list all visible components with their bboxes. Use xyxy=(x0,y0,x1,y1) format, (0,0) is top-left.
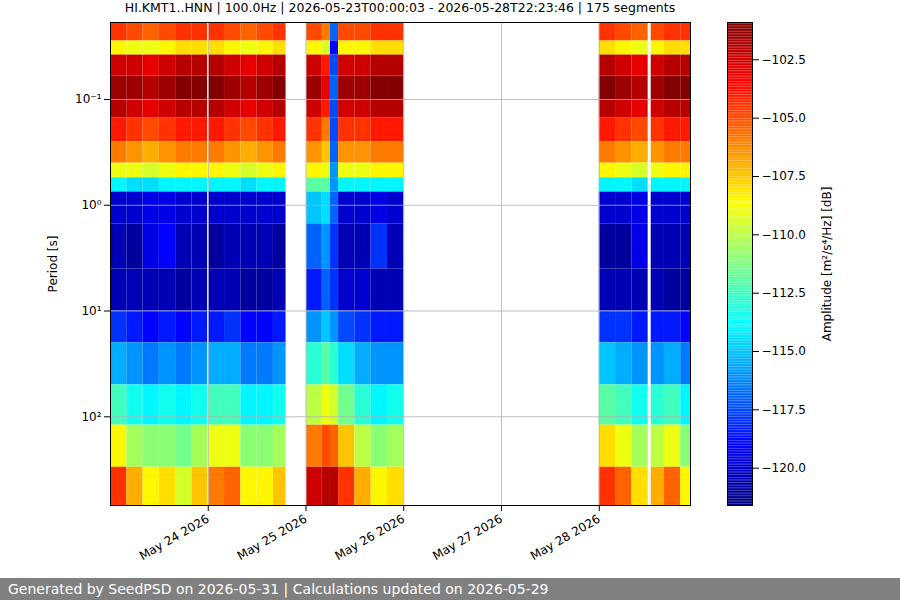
html-text:Generated by SeedPSD on 2026-0: Generated by SeedPSD on 2026-05-31 | Cal… xyxy=(8,581,549,597)
svg-text:10⁻¹: 10⁻¹ xyxy=(75,92,102,106)
svg-text:May 24 2026: May 24 2026 xyxy=(137,512,212,563)
svg-text:−105.0: −105.0 xyxy=(762,111,806,125)
svg-text:−110.0: −110.0 xyxy=(762,228,806,242)
svg-text:Period [s]: Period [s] xyxy=(46,236,60,293)
svg-text:May 27 2026: May 27 2026 xyxy=(430,512,505,563)
svg-text:−102.5: −102.5 xyxy=(762,53,806,67)
svg-text:−117.5: −117.5 xyxy=(762,403,806,417)
svg-text:−115.0: −115.0 xyxy=(762,344,806,358)
svg-text:May 25 2026: May 25 2026 xyxy=(235,512,310,563)
svg-text:May 28 2026: May 28 2026 xyxy=(528,512,603,563)
svg-text:Amplitude [m²/s⁴/Hz] [dB]: Amplitude [m²/s⁴/Hz] [dB] xyxy=(820,187,834,342)
html-text:HI.KMT1..HNN | 100.0Hz | 2026-: HI.KMT1..HNN | 100.0Hz | 2026-05-23T00:0… xyxy=(124,0,676,15)
svg-text:−107.5: −107.5 xyxy=(762,169,806,183)
svg-text:10¹: 10¹ xyxy=(81,304,101,318)
svg-text:−112.5: −112.5 xyxy=(762,286,806,300)
svg-text:10²: 10² xyxy=(81,410,101,424)
svg-text:−120.0: −120.0 xyxy=(762,461,806,475)
svg-text:May 26 2026: May 26 2026 xyxy=(332,512,407,563)
svg-text:10⁰: 10⁰ xyxy=(81,198,101,212)
